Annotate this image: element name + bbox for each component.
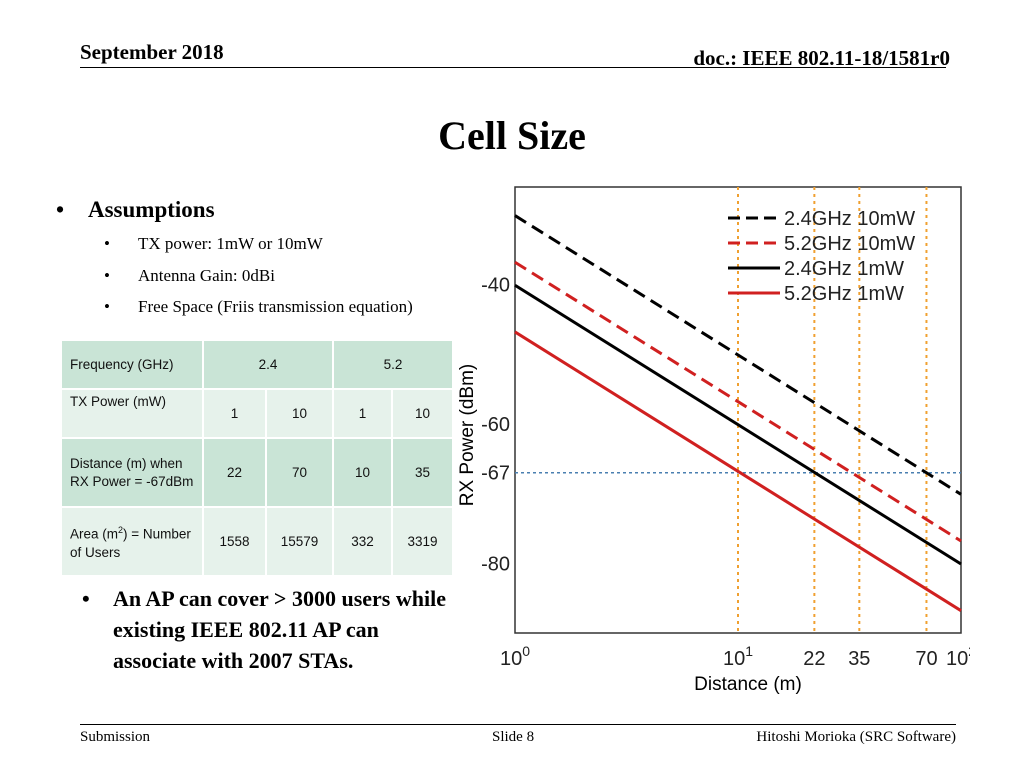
label-part: ) = Number of Users xyxy=(70,526,191,560)
series-line xyxy=(514,214,962,496)
legend-label: 2.4GHz 10mW xyxy=(784,208,915,230)
legend-label: 5.2GHz 1mW xyxy=(784,283,904,305)
assumption-text: Free Space (Friis transmission equation) xyxy=(138,297,413,316)
table-cell: 10 xyxy=(391,388,454,439)
assumptions-heading: Assumptions xyxy=(88,197,215,222)
table-cell-label: Distance (m) when RX Power = -67dBm xyxy=(60,437,204,508)
table-cell: 1 xyxy=(202,388,267,439)
assumption-item: • TX power: 1mW or 10mW xyxy=(104,234,323,254)
table-row: Distance (m) when RX Power = -67dBm 22 7… xyxy=(60,437,454,508)
label-superscript: 2 xyxy=(118,525,124,536)
table-cell: 15579 xyxy=(265,506,334,577)
series-line xyxy=(514,260,962,543)
table-cell-label: Area (m2) = Number of Users xyxy=(60,506,204,577)
x-tick-label: 100 xyxy=(500,643,530,670)
table-cell: 1558 xyxy=(202,506,267,577)
legend-label: 2.4GHz 1mW xyxy=(784,258,904,280)
y-axis-label: RX Power (dBm) xyxy=(457,364,478,507)
assumption-text: Antenna Gain: 0dBi xyxy=(138,266,275,285)
conclusion-text: An AP can cover > 3000 users while exist… xyxy=(113,586,446,673)
x-tick-label: 70 xyxy=(915,648,937,670)
bullet-dot: • xyxy=(104,266,110,285)
table-cell-freq: 5.2 xyxy=(332,339,454,390)
label-part: Area (m xyxy=(70,526,119,542)
table-cell-label: Frequency (GHz) xyxy=(60,339,204,390)
assumption-item: • Antenna Gain: 0dBi xyxy=(104,266,275,286)
table-cell: 35 xyxy=(391,437,454,508)
table-cell: 70 xyxy=(265,437,334,508)
x-axis-label: Distance (m) xyxy=(694,674,802,695)
assumption-item: • Free Space (Friis transmission equatio… xyxy=(104,297,413,317)
table-row: Frequency (GHz) 2.4 5.2 xyxy=(60,339,454,390)
header-doc-id: doc.: IEEE 802.11-18/1581r0 xyxy=(693,46,950,70)
table-row: Area (m2) = Number of Users 1558 15579 3… xyxy=(60,506,454,577)
table-cell: 10 xyxy=(332,437,393,508)
bullet-dot: • xyxy=(56,197,65,222)
table-cell: 3319 xyxy=(391,506,454,577)
table-cell: 10 xyxy=(265,388,334,439)
series-line xyxy=(514,283,962,566)
conclusion-bullet: • An AP can cover > 3000 users while exi… xyxy=(82,583,452,676)
table-cell-label: TX Power (mW) xyxy=(60,388,204,439)
footer-author: Hitoshi Morioka (SRC Software) xyxy=(756,729,956,745)
x-tick-label: 22 xyxy=(803,648,825,670)
table-row: TX Power (mW) 1 10 1 10 xyxy=(60,388,454,439)
table-cell: 332 xyxy=(332,506,393,577)
y-tick-label: -40 xyxy=(481,275,510,297)
x-tick-label: 101 xyxy=(723,643,753,670)
x-tick-label: 35 xyxy=(848,648,870,670)
rx-power-chart: -40 -60 -67 -80 100 101 22 35 70 102 2.4GHz 10mW 5… xyxy=(457,186,970,695)
footer-slide-number: Slide 8 xyxy=(492,729,535,745)
y-tick-label: -60 xyxy=(481,414,510,436)
footer-divider xyxy=(80,724,956,725)
x-tick-label: 102 xyxy=(946,643,970,670)
assumption-text: TX power: 1mW or 10mW xyxy=(138,234,323,253)
bullet-dot: • xyxy=(82,586,90,611)
table-cell-freq: 2.4 xyxy=(202,339,334,390)
footer-submission: Submission xyxy=(80,729,151,745)
table-cell: 1 xyxy=(332,388,393,439)
slide-title: Cell Size xyxy=(438,113,586,158)
legend-label: 5.2GHz 10mW xyxy=(784,233,915,255)
bullet-dot: • xyxy=(104,234,110,253)
series-line xyxy=(514,330,962,612)
assumptions-bullet: • Assumptions xyxy=(56,197,215,223)
y-tick-label: -67 xyxy=(481,463,510,485)
cell-size-table: Frequency (GHz) 2.4 5.2 TX Power (mW) 1 … xyxy=(60,339,454,577)
header-divider xyxy=(80,67,946,68)
table-cell: 22 xyxy=(202,437,267,508)
bullet-dot: • xyxy=(104,297,110,316)
y-tick-label: -80 xyxy=(481,553,510,575)
header-date: September 2018 xyxy=(80,40,224,64)
